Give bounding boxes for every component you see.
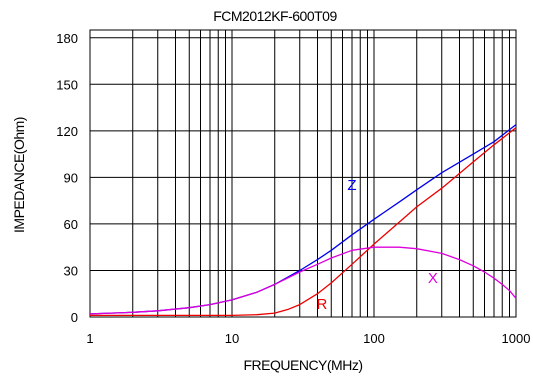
series-z-line <box>89 124 517 315</box>
y-axis-title: IMPEDANCE(Ohm) <box>11 117 27 233</box>
chart-title: FCM2012KF-600T09 <box>213 8 337 24</box>
y-tick-label: 180 <box>56 31 78 46</box>
grid <box>89 30 517 318</box>
series-layer <box>89 124 517 317</box>
tick-labels: 1 10 100 1000 0 30 60 90 120 150 180 <box>56 31 530 346</box>
y-tick-label: 60 <box>64 217 78 232</box>
series-labels: Z R X <box>317 177 438 313</box>
y-tick-label: 30 <box>64 263 78 278</box>
series-z-label: Z <box>347 177 356 194</box>
plot-frame <box>89 29 517 318</box>
x-tick-label: 10 <box>225 331 239 346</box>
x-axis-title: FREQUENCY(MHz) <box>244 357 363 373</box>
x-tick-label: 100 <box>363 331 385 346</box>
series-x-line <box>89 246 517 315</box>
x-tick-label: 1 <box>86 331 93 346</box>
x-tick-label: 1000 <box>502 331 531 346</box>
series-x-label: X <box>428 270 438 287</box>
series-r-line <box>90 127 517 317</box>
y-tick-label: 120 <box>56 124 78 139</box>
y-tick-label: 0 <box>71 310 78 325</box>
series-r-label: R <box>317 296 328 313</box>
y-tick-label: 150 <box>56 77 78 92</box>
y-tick-label: 90 <box>64 170 78 185</box>
